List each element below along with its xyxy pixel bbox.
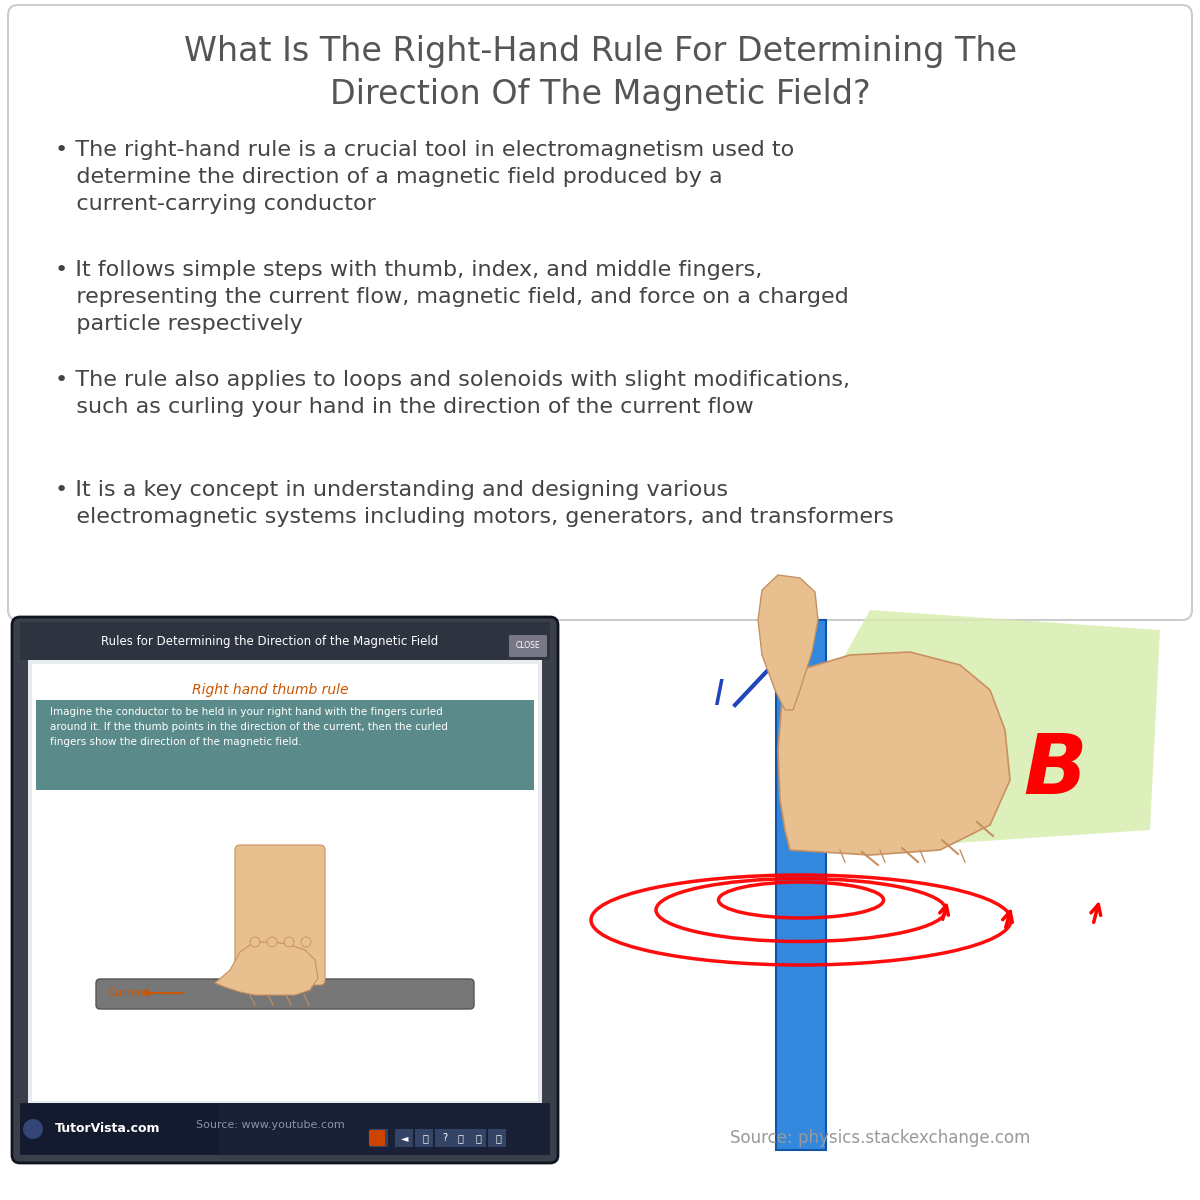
FancyBboxPatch shape (8, 5, 1192, 620)
Bar (20, 622, 550, 660)
Text: ⏭: ⏭ (475, 1133, 481, 1142)
Text: ⏮: ⏮ (457, 1133, 463, 1142)
Polygon shape (758, 575, 818, 710)
Text: CLOSE: CLOSE (516, 642, 540, 650)
Bar (450, 1129, 468, 1147)
Bar (370, 1129, 388, 1147)
Text: • It follows simple steps with thumb, index, and middle fingers,
   representing: • It follows simple steps with thumb, in… (55, 260, 848, 335)
Text: ⏩: ⏩ (496, 1133, 500, 1142)
Bar (415, 1129, 433, 1147)
Circle shape (266, 937, 277, 947)
FancyBboxPatch shape (370, 1130, 385, 1146)
Text: Source: physics.stackexchange.com: Source: physics.stackexchange.com (730, 1129, 1030, 1147)
Text: ⏸: ⏸ (422, 1133, 428, 1142)
Bar (468, 1129, 486, 1147)
Text: ◄: ◄ (377, 1133, 384, 1142)
Text: Right hand thumb rule: Right hand thumb rule (192, 683, 348, 697)
Bar (776, 620, 826, 1150)
FancyBboxPatch shape (12, 617, 558, 1163)
Text: TutorVista.com: TutorVista.com (55, 1122, 161, 1135)
Text: Source: www.youtube.com: Source: www.youtube.com (196, 1120, 344, 1130)
Bar (36, 700, 534, 790)
Text: Imagine the conductor to be held in your right hand with the fingers curled
arou: Imagine the conductor to be held in your… (50, 707, 448, 746)
Polygon shape (215, 942, 318, 995)
Text: • The rule also applies to loops and solenoids with slight modifications,
   suc: • The rule also applies to loops and sol… (55, 370, 850, 418)
Polygon shape (820, 610, 1160, 850)
FancyBboxPatch shape (96, 979, 474, 1009)
Text: Current: Current (107, 988, 149, 998)
Text: ◄: ◄ (401, 1133, 409, 1142)
Text: What Is The Right-Hand Rule For Determining The
Direction Of The Magnetic Field?: What Is The Right-Hand Rule For Determin… (184, 35, 1016, 112)
Bar (395, 1129, 413, 1147)
Circle shape (284, 937, 294, 947)
Text: • It is a key concept in understanding and designing various
   electromagnetic : • It is a key concept in understanding a… (55, 480, 894, 527)
Circle shape (23, 1118, 43, 1139)
Text: I: I (713, 678, 724, 712)
Text: B: B (1024, 730, 1087, 810)
Text: • The right-hand rule is a crucial tool in electromagnetism used to
   determine: • The right-hand rule is a crucial tool … (55, 140, 794, 215)
Bar (32, 664, 538, 1102)
Circle shape (250, 937, 260, 947)
Text: ?: ? (443, 1133, 448, 1142)
Text: Rules for Determining the Direction of the Magnetic Field: Rules for Determining the Direction of t… (101, 635, 439, 648)
Bar (580, 625, 1180, 1154)
Polygon shape (778, 652, 1010, 854)
Bar (28, 660, 542, 1105)
Bar (436, 1129, 454, 1147)
Bar (20, 1103, 550, 1154)
Circle shape (301, 937, 311, 947)
Bar (488, 1129, 506, 1147)
FancyBboxPatch shape (20, 1104, 220, 1154)
FancyBboxPatch shape (509, 635, 547, 658)
FancyBboxPatch shape (235, 845, 325, 985)
